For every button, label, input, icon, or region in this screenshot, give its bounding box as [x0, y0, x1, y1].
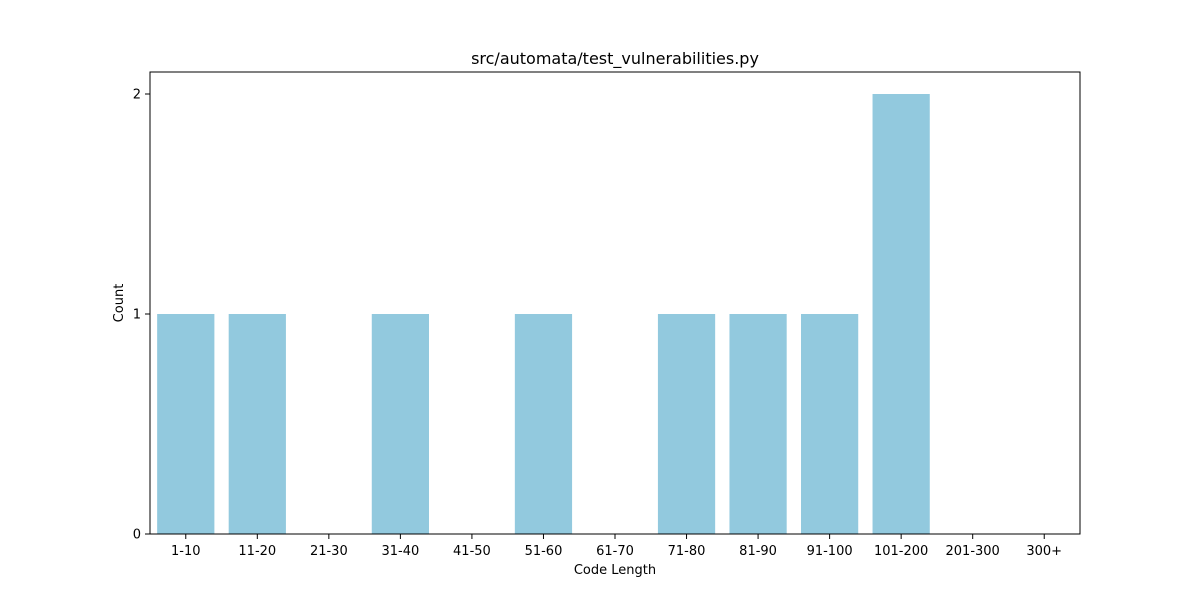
x-axis-ticks: 1-10 11-20 21-30 31-40 41-50 51-60 61-70 71-80 8…: [171, 534, 1062, 559]
y-tick-label: 0: [133, 528, 141, 543]
y-tick-label: 1: [133, 308, 141, 323]
bar-11-20: [228, 314, 286, 534]
bar-1-10: [157, 314, 215, 534]
x-tick-label: 31-40: [381, 544, 419, 559]
x-tick-label: 81-90: [739, 544, 777, 559]
bar-101-200: [872, 94, 930, 534]
bar-51-60: [514, 314, 573, 534]
x-tick-label: 51-60: [525, 544, 563, 559]
x-tick-label: 21-30: [310, 544, 348, 559]
x-tick-label: 41-50: [453, 544, 491, 559]
x-tick-label: 11-20: [238, 544, 276, 559]
bar-91-100: [801, 314, 859, 534]
x-tick-label: 71-80: [668, 544, 706, 559]
x-tick-label: 101-200: [874, 544, 928, 559]
plot-frame: [149, 71, 1081, 535]
bar-71-80: [657, 314, 716, 534]
x-axis-label: Code Length: [574, 563, 656, 578]
x-tick-label: 300+: [1026, 544, 1062, 559]
chart-title: src/automata/test_vulnerabilities.py: [471, 49, 759, 69]
x-tick-label: 61-70: [596, 544, 634, 559]
y-axis-ticks: 0 1 2: [133, 88, 150, 543]
x-tick-label: 1-10: [171, 544, 201, 559]
bars-layer: [157, 94, 930, 534]
y-tick-label: 2: [133, 88, 141, 103]
x-tick-label: 91-100: [807, 544, 853, 559]
x-tick-label: 201-300: [946, 544, 1000, 559]
bar-81-90: [729, 314, 787, 534]
y-axis-label: Count: [112, 284, 127, 323]
bar-31-40: [371, 314, 429, 534]
